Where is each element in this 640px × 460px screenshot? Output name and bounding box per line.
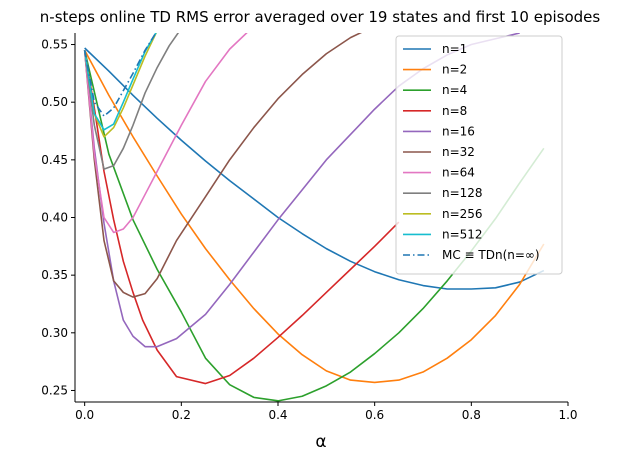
y-tick-label: 0.45	[41, 153, 68, 167]
legend-label: n=32	[442, 145, 475, 159]
series-line-10	[83, 33, 157, 117]
series-line-0	[84, 47, 545, 290]
y-tick-label: 0.30	[41, 326, 68, 340]
series-line-3	[83, 50, 400, 385]
series-line-5	[83, 33, 363, 298]
legend: n=1 n=2 n=4 n=8 n=16 n=32 n=64 n=128 n=256 n=512 M…	[395, 35, 563, 275]
legend-label: MC ≡ TDn(n=∞)	[442, 248, 540, 262]
series-line-9	[83, 33, 157, 131]
y-tick-label: 0.55	[41, 38, 68, 52]
series-line-7	[83, 33, 180, 170]
y-ticks: 0.25 0.30 0.35 0.40 0.45 0.50 0.55	[41, 38, 75, 397]
y-tick-label: 0.35	[41, 268, 68, 282]
x-axis-label: α	[315, 432, 326, 452]
series-line-1	[83, 49, 545, 384]
legend-frame	[395, 35, 563, 275]
chart-title: n-steps online TD RMS error averaged ove…	[40, 8, 601, 26]
y-tick-label: 0.25	[41, 383, 68, 397]
y-tick-label: 0.50	[41, 95, 68, 109]
legend-label: n=4	[442, 83, 467, 97]
series-layer	[83, 33, 545, 402]
legend-label: n=64	[442, 166, 475, 180]
legend-label: n=1	[442, 42, 467, 56]
series-line-6	[83, 33, 248, 234]
legend-label: n=16	[442, 124, 475, 138]
x-ticks: 0.0 0.2 0.4 0.6 0.8 1.0	[75, 402, 578, 422]
legend-label: n=2	[442, 63, 467, 77]
x-tick-label: 0.2	[172, 408, 191, 422]
y-tick-label: 0.40	[41, 211, 68, 225]
x-tick-label: 1.0	[558, 408, 577, 422]
legend-label: n=8	[442, 104, 467, 118]
legend-label: n=512	[442, 227, 483, 241]
x-tick-label: 0.0	[75, 408, 94, 422]
x-tick-label: 0.8	[462, 408, 481, 422]
x-tick-label: 0.6	[365, 408, 384, 422]
x-tick-label: 0.4	[268, 408, 287, 422]
legend-label: n=256	[442, 207, 483, 221]
legend-label: n=128	[442, 186, 483, 200]
